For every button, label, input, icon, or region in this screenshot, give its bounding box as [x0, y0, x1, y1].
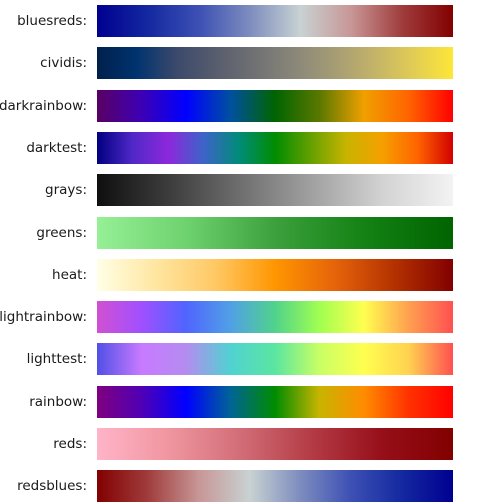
colormap-label: reds:: [53, 436, 87, 452]
colormap-row: grays:: [0, 174, 500, 207]
colormap-row: greens:: [0, 216, 500, 249]
colormap-label: lighttest:: [26, 351, 87, 368]
colormap-gradient-bar: [97, 47, 453, 80]
colormap-label: darktest:: [26, 139, 87, 156]
colormap-label: grays:: [45, 182, 87, 199]
colormap-label: redsblues:: [17, 478, 87, 495]
colormap-label: greens:: [36, 224, 87, 241]
colormap-label: lightrainbow:: [0, 309, 87, 326]
colormap-gradient-bar: [97, 343, 453, 376]
colormap-row: lightrainbow:: [0, 301, 500, 334]
colormap-gradient-bar: [97, 428, 453, 460]
colormap-label: darkrainbow:: [0, 97, 87, 114]
colormap-label: bluesreds:: [17, 13, 87, 29]
colormap-row: darkrainbow:: [0, 89, 500, 122]
colormap-row: heat:: [0, 258, 500, 291]
colormap-label: heat:: [52, 266, 87, 283]
colormap-label: cividis:: [40, 55, 87, 72]
colormap-row: rainbow:: [0, 385, 500, 418]
colormap-gradient-bar: [97, 385, 453, 418]
colormap-gradient-bar: [97, 258, 453, 291]
colormap-gradient-bar: [97, 216, 453, 249]
colormap-label: rainbow:: [29, 393, 87, 410]
colormap-row: reds:: [0, 428, 500, 460]
colormap-gradient-bar: [97, 174, 453, 207]
colormap-row: cividis:: [0, 47, 500, 80]
colormap-row: bluesreds:: [0, 5, 500, 37]
colormap-gradient-bar: [97, 470, 453, 502]
colormap-gradient-bar: [97, 301, 453, 334]
colormap-gradient-bar: [97, 131, 453, 164]
colormap-row: lighttest:: [0, 343, 500, 376]
colormap-gradient-bar: [97, 5, 453, 37]
colormap-row: redsblues:: [0, 470, 500, 502]
colormap-gradient-bar: [97, 89, 453, 122]
colormap-row: darktest:: [0, 131, 500, 164]
